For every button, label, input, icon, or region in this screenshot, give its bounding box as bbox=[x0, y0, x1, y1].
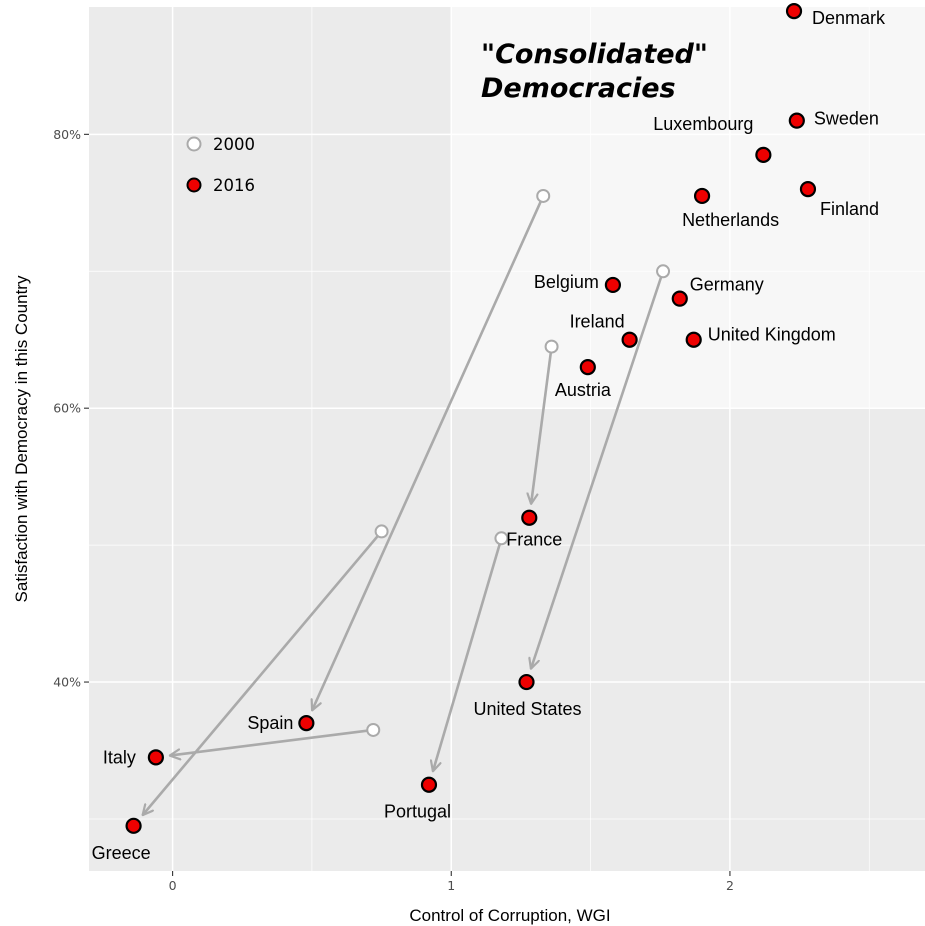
country-label: France bbox=[506, 530, 562, 550]
legend: 2000 2016 bbox=[186, 135, 255, 195]
country-label: Greece bbox=[92, 843, 151, 863]
consolidated-annotation: "Consolidated" Democracies bbox=[481, 39, 708, 104]
annotation-close-quote: " bbox=[694, 39, 708, 70]
point-2000 bbox=[374, 524, 389, 539]
point-2016 bbox=[685, 331, 702, 348]
country-label: Luxembourg bbox=[653, 114, 753, 134]
point-2016 bbox=[785, 3, 803, 20]
point-2000 bbox=[656, 264, 671, 279]
point-2016 bbox=[693, 187, 711, 205]
country-label: United Kingdom bbox=[708, 325, 836, 345]
country-label: Austria bbox=[555, 380, 612, 400]
point-2016 bbox=[788, 112, 805, 129]
legend-swatch-2000 bbox=[186, 136, 202, 152]
country-label: Finland bbox=[820, 199, 879, 219]
change-arrows bbox=[143, 195, 665, 815]
major-gridlines bbox=[89, 7, 925, 871]
change-arrow bbox=[433, 537, 503, 771]
country-label: Ireland bbox=[570, 312, 625, 332]
country-labels: Denmark Sweden Luxembourg Finland Netherland… bbox=[92, 8, 886, 863]
country-label: United States bbox=[474, 699, 582, 719]
legend-label-2016: 2016 bbox=[213, 176, 255, 195]
point-2016 bbox=[518, 673, 535, 691]
change-arrow bbox=[143, 530, 383, 815]
annotation-line2: Democracies bbox=[481, 73, 676, 104]
point-2000 bbox=[494, 531, 509, 546]
x-tick-label: 2 bbox=[726, 878, 734, 893]
point-2016 bbox=[799, 181, 817, 198]
change-arrow bbox=[312, 195, 545, 710]
y-tick-label: 40% bbox=[53, 675, 81, 690]
annotation-open-quote: " bbox=[481, 39, 495, 70]
point-2016 bbox=[621, 331, 638, 348]
point-2016 bbox=[125, 817, 142, 834]
change-arrow bbox=[531, 346, 553, 504]
change-arrow bbox=[170, 728, 374, 756]
point-2016 bbox=[521, 509, 538, 526]
country-label: Belgium bbox=[534, 272, 599, 292]
country-label: Portugal bbox=[384, 802, 451, 822]
point-2000 bbox=[366, 722, 381, 737]
country-label: Sweden bbox=[814, 109, 879, 129]
svg-text:"Consolidated": "Consolidated" bbox=[481, 39, 708, 70]
x-tick-label: 0 bbox=[169, 878, 177, 893]
x-axis: 0 1 2 bbox=[169, 871, 734, 893]
point-2016 bbox=[298, 715, 315, 732]
point-2016 bbox=[420, 776, 438, 793]
annotation-line1: Consolidated bbox=[495, 39, 694, 70]
country-label: Italy bbox=[103, 747, 136, 767]
country-label: Germany bbox=[690, 275, 764, 295]
legend-label-2000: 2000 bbox=[213, 135, 255, 154]
point-2000 bbox=[544, 339, 559, 354]
point-2016 bbox=[579, 359, 596, 376]
legend-swatch-2016 bbox=[186, 177, 202, 193]
point-2000 bbox=[536, 188, 551, 203]
point-2016 bbox=[147, 749, 164, 766]
point-2016 bbox=[671, 290, 688, 307]
y-axis-title: Satisfaction with Democracy in this Coun… bbox=[12, 275, 31, 602]
x-axis-title: Control of Corruption, WGI bbox=[409, 906, 610, 925]
change-arrow bbox=[531, 270, 665, 668]
point-2016 bbox=[755, 146, 772, 163]
points-2000 bbox=[366, 188, 671, 737]
country-label: Spain bbox=[247, 713, 293, 733]
y-axis: 40% 60% 80% bbox=[53, 127, 89, 690]
point-2016 bbox=[604, 276, 621, 294]
country-label: Denmark bbox=[812, 8, 886, 28]
y-tick-label: 60% bbox=[53, 401, 81, 416]
minor-gridlines bbox=[89, 7, 925, 871]
points-2016 bbox=[125, 3, 817, 834]
country-label: Netherlands bbox=[682, 210, 779, 230]
x-tick-label: 1 bbox=[447, 878, 455, 893]
y-tick-label: 80% bbox=[53, 127, 81, 142]
